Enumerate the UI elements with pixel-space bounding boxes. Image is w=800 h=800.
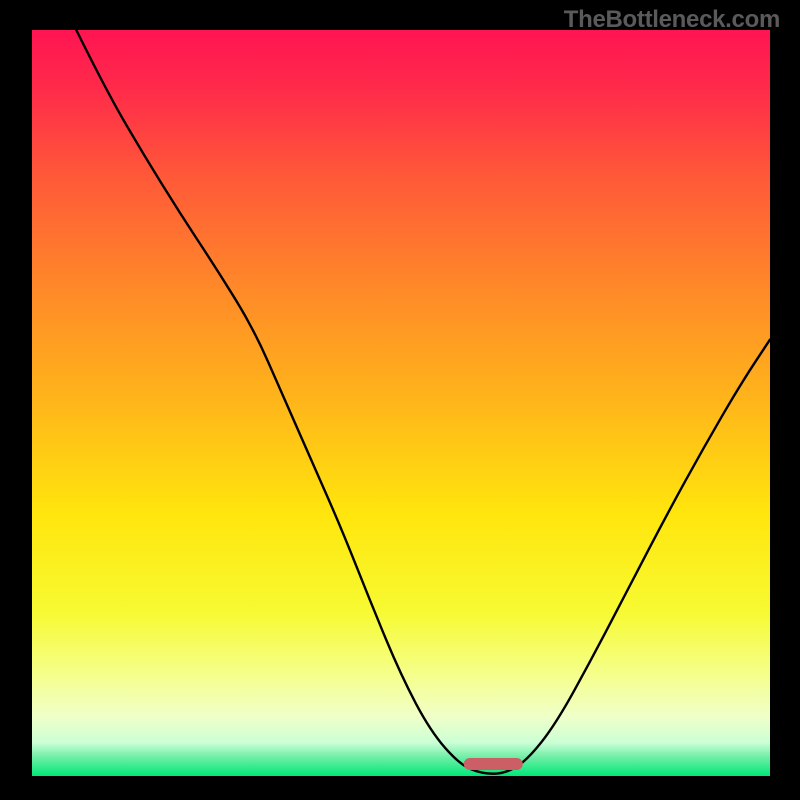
- optimum-marker-pill: [464, 758, 523, 770]
- gradient-background: [32, 30, 770, 776]
- plot-area: [32, 30, 770, 776]
- chart-root: TheBottleneck.com: [0, 0, 800, 800]
- plot-svg: [32, 30, 770, 776]
